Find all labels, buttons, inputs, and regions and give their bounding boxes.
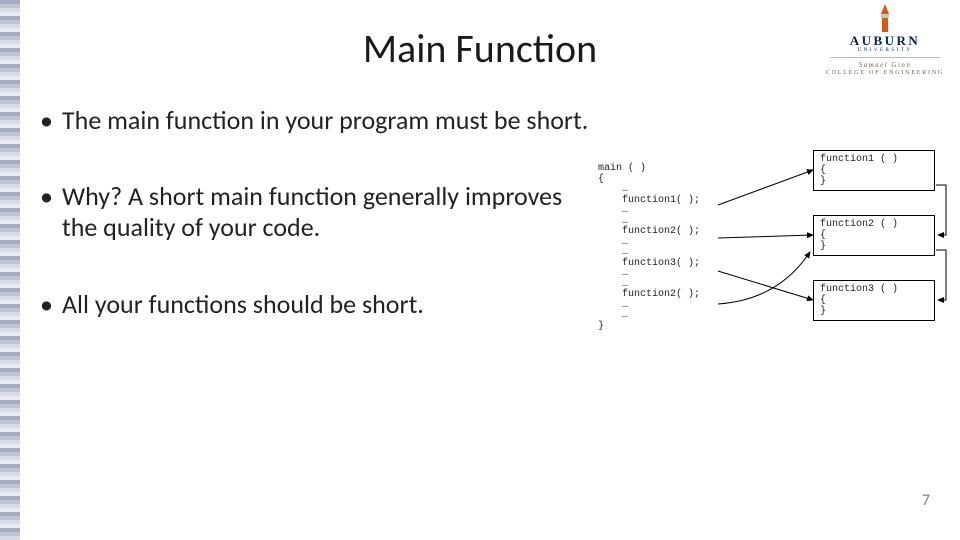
diagram-call: function3( ) <box>622 258 694 269</box>
logo-college-line2: COLLEGE OF ENGINEERING <box>820 70 950 77</box>
diagram-brace: } <box>598 322 748 333</box>
diagram-ellipsis: … <box>598 269 748 280</box>
diagram-ellipsis: … <box>598 206 748 217</box>
logo-name: AUBURN <box>820 34 950 47</box>
diagram-brace: } <box>820 241 928 252</box>
bullet-dot-icon: • <box>40 105 62 136</box>
diagram-brace: } <box>820 306 928 317</box>
diagram-ellipsis: … <box>598 311 748 322</box>
diagram-call: function2( ) <box>622 226 694 237</box>
bullet-text: All your functions should be short. <box>62 289 590 320</box>
diagram-call-line: function2( ); <box>598 290 748 301</box>
logo-sub: UNIVERSITY <box>820 48 950 53</box>
auburn-logo: AUBURN UNIVERSITY Samuel Ginn COLLEGE OF… <box>820 4 950 94</box>
bullet-item: • The main function in your program must… <box>40 105 590 136</box>
diagram-brace: { <box>820 295 928 306</box>
diagram-brace: { <box>820 165 928 176</box>
diagram-box-label: function3 ( ) <box>820 284 928 295</box>
diagram-call: function2( ) <box>622 289 694 300</box>
logo-divider <box>830 57 940 58</box>
bullet-item: • Why? A short main function generally i… <box>40 181 590 243</box>
diagram-box-label: function2 ( ) <box>820 219 928 230</box>
diagram-function-box: function1 ( ) { } <box>813 150 935 191</box>
page-number: 7 <box>922 491 930 510</box>
diagram-function-box: function3 ( ) { } <box>813 280 935 321</box>
diagram-main-block: main ( ) { … function1( ); … … function2… <box>598 164 748 332</box>
bullet-list: • The main function in your program must… <box>40 105 590 365</box>
slide-title: Main Function <box>0 24 960 73</box>
slide: Main Function AUBURN UNIVERSITY Samuel G… <box>0 0 960 540</box>
bullet-dot-icon: • <box>40 181 62 243</box>
diagram-main-label: main ( ) <box>598 164 748 175</box>
logo-college-line1: Samuel Ginn <box>820 62 950 69</box>
diagram-call-line: function2( ); <box>598 227 748 238</box>
diagram-call: function1( ) <box>622 195 694 206</box>
bullet-dot-icon: • <box>40 289 62 320</box>
bullet-text: The main function in your program must b… <box>62 105 590 136</box>
bullet-item: • All your functions should be short. <box>40 289 590 320</box>
diagram-brace: { <box>820 230 928 241</box>
bullet-text: Why? A short main function generally imp… <box>62 181 590 243</box>
code-diagram: main ( ) { … function1( ); … … function2… <box>598 150 948 390</box>
slide-left-border <box>0 0 20 540</box>
diagram-function-box: function2 ( ) { } <box>813 215 935 256</box>
diagram-brace: } <box>820 176 928 187</box>
tower-icon <box>878 4 892 32</box>
diagram-box-label: function1 ( ) <box>820 154 928 165</box>
